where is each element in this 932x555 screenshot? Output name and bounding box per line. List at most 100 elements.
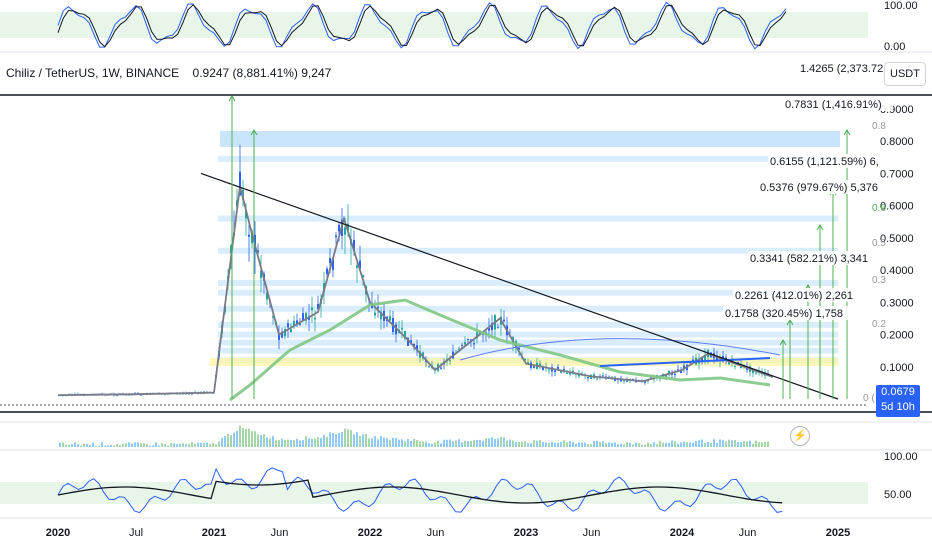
fib-axis-mark: 0.8 (872, 121, 886, 132)
volume-bar (764, 441, 766, 447)
candle-body (542, 366, 544, 370)
volume-bar (434, 442, 436, 447)
x-tick-label: Jun (739, 527, 757, 539)
candle-body (563, 368, 565, 370)
volume-bar (632, 444, 634, 447)
candle-body (404, 331, 406, 339)
volume-bar (299, 440, 301, 447)
volume-bar (731, 440, 733, 447)
fib-band (218, 347, 838, 354)
volume-bar (110, 444, 112, 447)
bar-countdown: 5d 10h (881, 401, 915, 413)
volume-bar (476, 439, 478, 447)
candle-body (734, 365, 736, 367)
volume-bar (614, 442, 616, 447)
candle-body (380, 311, 382, 320)
volume-bar (386, 438, 388, 447)
volume-bar (341, 431, 343, 447)
candle-body (473, 343, 475, 345)
candle-body (293, 320, 295, 326)
volume-bar (311, 438, 313, 447)
volume-bar (371, 438, 373, 447)
volume-bar (545, 442, 547, 447)
volume-bar (737, 442, 739, 447)
volume-bar (278, 440, 280, 447)
volume-bar (500, 436, 502, 447)
volume-bar (515, 441, 517, 447)
fib-level-label: 0.3341 (582.21%) 3,341 (750, 253, 868, 265)
volume-bar (743, 441, 745, 447)
candle-body (266, 292, 268, 300)
volume-bar (233, 432, 235, 447)
candle-body (335, 235, 337, 238)
volume-bar (512, 440, 514, 447)
volume-bar (437, 440, 439, 447)
candle-body (116, 395, 118, 397)
volume-bar (503, 437, 505, 447)
volume-bar (506, 440, 508, 447)
x-tick-label: Jun (583, 527, 601, 539)
volume-bar (617, 444, 619, 447)
volume-bar (68, 444, 70, 447)
volume-bar (578, 442, 580, 447)
volume-bar (575, 444, 577, 447)
candle-body (428, 366, 430, 368)
volume-bar (89, 445, 91, 447)
volume-bar (596, 440, 598, 447)
volume-bar (638, 442, 640, 447)
volume-bar (389, 439, 391, 447)
volume-bar (335, 434, 337, 447)
volume-bar (452, 441, 454, 447)
volume-bar (125, 443, 127, 447)
fib-level-label: 0.6155 (1,121.59%) 6, (770, 156, 879, 168)
volume-bar (620, 443, 622, 447)
fib-axis-mark: 0 ( (863, 393, 875, 404)
candle-body (635, 380, 637, 383)
volume-bar (752, 443, 754, 447)
candle-body (476, 332, 478, 339)
volume-bar (464, 440, 466, 447)
volume-bar (116, 444, 118, 447)
volume-bar (704, 442, 706, 447)
top-osc-level-label: 0.00 (884, 41, 905, 53)
symbol-title[interactable]: Chiliz / TetherUS, 1W, BINANCE (6, 66, 180, 80)
volume-bar (524, 441, 526, 447)
candle-body (230, 245, 232, 254)
volume-bar (263, 434, 265, 447)
candle-body (413, 343, 415, 347)
volume-bar (215, 444, 217, 447)
volume-bar (755, 440, 757, 447)
volume-bar (176, 444, 178, 447)
volume-bar (428, 443, 430, 447)
volume-bar (455, 440, 457, 447)
x-tick-label: 2023 (514, 527, 538, 539)
candle-body (416, 345, 418, 351)
arc-line (459, 338, 781, 361)
volume-bar (449, 439, 451, 447)
volume-bar (170, 442, 172, 447)
volume-bar (194, 444, 196, 447)
volume-bar (308, 438, 310, 447)
candle-body (458, 348, 460, 350)
candle-body (566, 373, 568, 375)
lightning-icon[interactable]: ⚡ (790, 426, 810, 446)
x-tick-label: 2020 (46, 527, 70, 539)
volume-bar (350, 430, 352, 447)
volume-bar (122, 443, 124, 447)
target-arrowhead (250, 129, 258, 136)
x-tick-label: 2024 (670, 527, 695, 539)
currency-button[interactable]: USDT (884, 62, 926, 86)
volume-bar (416, 440, 418, 447)
candle-body (704, 355, 706, 361)
volume-bar (212, 442, 214, 447)
volume-bar (296, 438, 298, 447)
candle-body (569, 372, 571, 375)
candle-body (503, 319, 505, 322)
volume-bar (713, 439, 715, 447)
fib-band (218, 321, 838, 328)
fib-level-label: 0.1758 (320.45%) 1,758 (725, 308, 843, 320)
volume-bar (395, 437, 397, 447)
volume-bar (653, 442, 655, 447)
